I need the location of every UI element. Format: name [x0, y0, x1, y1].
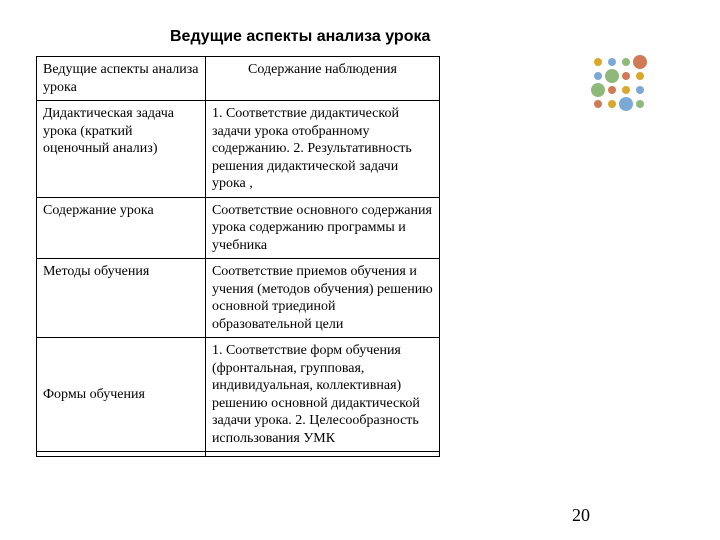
table-row: Формы обучения 1. Соответствие форм обуч… [37, 338, 440, 452]
aspects-table: Ведущие аспекты анализа урока Содержание… [36, 56, 440, 457]
cell-content [205, 452, 439, 457]
header-col-aspect: Ведущие аспекты анализа урока [37, 57, 206, 101]
cell-aspect: Методы обучения [37, 259, 206, 338]
table-row: Методы обучения Соответствие приемов обу… [37, 259, 440, 338]
table-row: Дидактическая задача урока (краткий оцен… [37, 101, 440, 198]
table-header-row: Ведущие аспекты анализа урока Содержание… [37, 57, 440, 101]
cell-aspect: Дидактическая задача урока (краткий оцен… [37, 101, 206, 198]
cell-aspect: Содержание урока [37, 197, 206, 259]
cell-content: 1. Соответствие форм обучения (фронтальн… [205, 338, 439, 452]
cell-aspect: Формы обучения [37, 338, 206, 452]
cell-aspect [37, 452, 206, 457]
decorative-dot-grid-icon [588, 52, 658, 122]
cell-content: 1. Соответствие дидактической задачи уро… [205, 101, 439, 198]
table-row: Содержание урока Соответствие основного … [37, 197, 440, 259]
slide-page: Ведущие аспекты анализа урока Ведущие ас… [0, 0, 720, 540]
page-title: Ведущие аспекты анализа урока [170, 28, 430, 46]
header-col-content: Содержание наблюдения [205, 57, 439, 101]
cell-content: Соответствие основного содержания урока … [205, 197, 439, 259]
cell-content: Соответствие приемов обучения и учения (… [205, 259, 439, 338]
table-row [37, 452, 440, 457]
page-number: 20 [572, 505, 590, 526]
